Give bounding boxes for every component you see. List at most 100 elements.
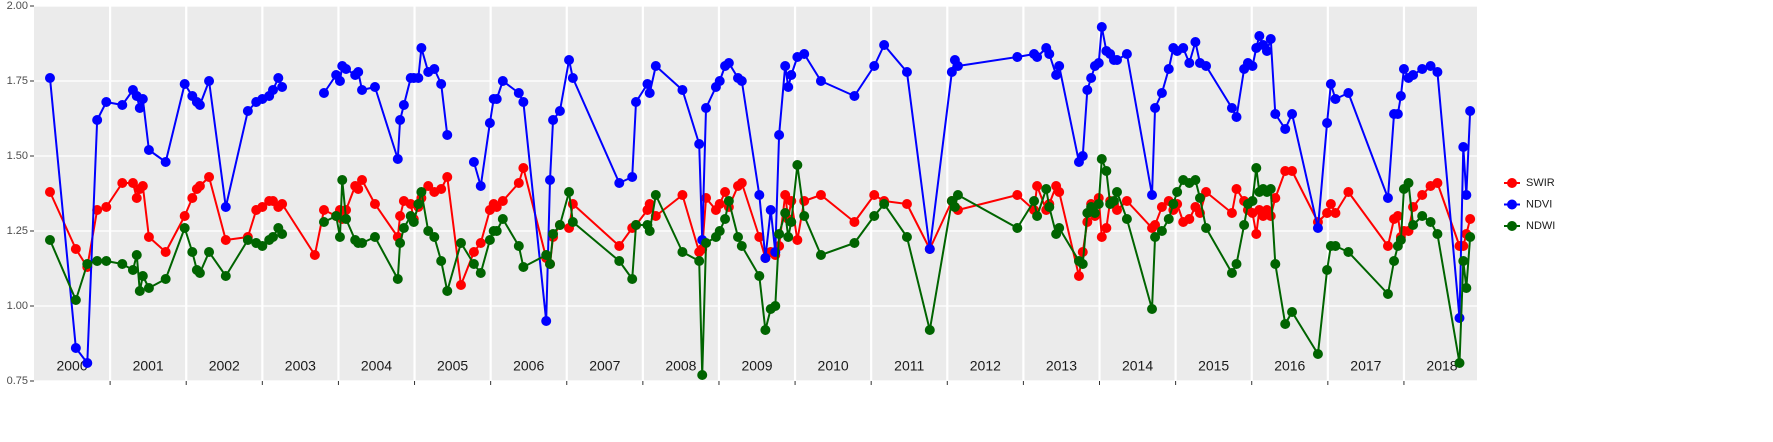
data-point — [879, 199, 890, 209]
data-point — [92, 115, 103, 125]
data-point — [92, 256, 103, 266]
data-point — [497, 76, 508, 86]
data-point — [849, 217, 860, 227]
data-point — [644, 88, 655, 98]
data-point — [1190, 37, 1201, 47]
data-point — [786, 217, 797, 227]
data-point — [416, 187, 427, 197]
data-point — [792, 235, 803, 245]
data-point — [1012, 223, 1023, 233]
data-point — [697, 370, 708, 380]
data-point — [1287, 166, 1298, 176]
data-point — [1077, 247, 1088, 257]
data-point — [720, 214, 731, 224]
data-point — [952, 190, 963, 200]
data-point — [242, 235, 253, 245]
data-point — [1089, 208, 1100, 218]
data-point — [1178, 43, 1189, 53]
data-point — [1458, 256, 1469, 266]
data-point — [1330, 208, 1341, 218]
legend-label: NDVI — [1526, 198, 1552, 210]
data-point — [567, 217, 578, 227]
data-point — [1082, 85, 1093, 95]
data-point — [1184, 58, 1195, 68]
data-point — [1201, 61, 1212, 71]
data-point — [1398, 64, 1409, 74]
data-point — [1112, 205, 1123, 215]
data-point — [1247, 61, 1258, 71]
data-point — [694, 256, 705, 266]
data-point — [429, 232, 440, 242]
data-point — [701, 238, 712, 248]
data-point — [117, 259, 128, 269]
data-point — [1086, 73, 1097, 83]
data-point — [1408, 220, 1419, 230]
data-point — [1392, 109, 1403, 119]
x-tick-label: 2011 — [894, 358, 924, 374]
data-point — [1150, 232, 1161, 242]
data-point — [353, 184, 364, 194]
data-point — [1408, 202, 1419, 212]
data-point — [1425, 61, 1436, 71]
data-point — [442, 130, 453, 140]
data-point — [1343, 247, 1354, 257]
x-tick-label: 2004 — [361, 358, 392, 374]
data-point — [117, 100, 128, 110]
data-point — [179, 211, 190, 221]
data-point — [1403, 178, 1414, 188]
data-point — [1112, 55, 1123, 65]
data-point — [513, 178, 524, 188]
data-point — [1432, 178, 1443, 188]
x-tick-label: 2014 — [1122, 358, 1153, 374]
y-tick-label: 1.25 — [7, 225, 28, 237]
x-tick-label: 2009 — [741, 358, 772, 374]
data-point — [714, 76, 725, 86]
data-point — [1261, 46, 1272, 56]
data-point — [101, 202, 112, 212]
data-point — [736, 178, 747, 188]
data-point — [1395, 235, 1406, 245]
data-point — [101, 97, 112, 107]
data-point — [786, 70, 797, 80]
data-point — [1239, 220, 1250, 230]
data-point — [413, 199, 424, 209]
data-point — [783, 82, 794, 92]
x-tick-label: 2000 — [56, 358, 87, 374]
data-point — [754, 232, 765, 242]
data-point — [204, 247, 215, 257]
data-point — [413, 73, 424, 83]
data-point — [369, 232, 380, 242]
data-point — [1041, 184, 1052, 194]
data-point — [392, 154, 403, 164]
data-point — [160, 274, 171, 284]
data-point — [1184, 214, 1195, 224]
data-point — [137, 181, 148, 191]
data-point — [187, 193, 198, 203]
data-point — [1265, 34, 1276, 44]
data-point — [134, 103, 145, 113]
data-point — [1280, 124, 1291, 134]
data-point — [1073, 271, 1084, 281]
data-point — [1395, 91, 1406, 101]
data-point — [774, 130, 785, 140]
data-point — [429, 64, 440, 74]
data-point — [497, 214, 508, 224]
data-point — [1096, 22, 1107, 32]
data-point — [1432, 229, 1443, 239]
data-point — [869, 211, 880, 221]
data-point — [1330, 94, 1341, 104]
data-point — [1325, 79, 1336, 89]
data-point — [220, 202, 231, 212]
data-point — [353, 67, 364, 77]
data-point — [1044, 49, 1055, 59]
data-point — [1392, 211, 1403, 221]
data-point — [1251, 163, 1262, 173]
data-point — [642, 79, 653, 89]
data-point — [1265, 184, 1276, 194]
data-point — [143, 232, 154, 242]
data-point — [242, 106, 253, 116]
data-point — [1287, 109, 1298, 119]
data-point — [1226, 103, 1237, 113]
data-point — [484, 235, 495, 245]
x-tick-label: 2013 — [1046, 358, 1077, 374]
